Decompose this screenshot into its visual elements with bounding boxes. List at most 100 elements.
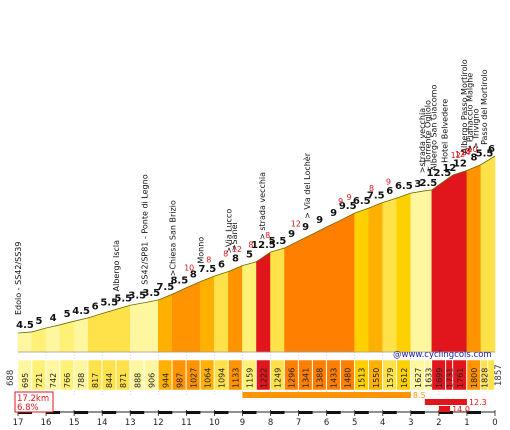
place-label: >Via Lucco: [224, 209, 233, 254]
gradient-label: 5.5: [476, 148, 494, 159]
profile-segment-29: [424, 189, 433, 353]
profile-segment-13: [200, 275, 215, 353]
axis-segment: [186, 411, 201, 414]
elevation-box: [214, 359, 229, 391]
axis-segment: [102, 411, 117, 414]
elevation-box: [480, 359, 488, 391]
gradient-label: 6: [218, 260, 225, 271]
profile-segment-20: [298, 233, 313, 353]
gradient-label: 6: [386, 186, 393, 197]
km-tick-label: 6: [324, 418, 329, 428]
gradient-label: 8: [190, 270, 197, 281]
elevation-box-value: 944: [161, 373, 170, 388]
gradient-label: 12: [442, 163, 456, 174]
elevation-box: [270, 359, 285, 391]
place-label: Passo del Mortirolo: [480, 69, 489, 145]
elevation-box: [466, 359, 481, 391]
km-tick-label: 8: [268, 418, 273, 428]
elevation-box-value: 1159: [245, 368, 254, 388]
km-tick-label: 3: [408, 418, 413, 428]
elevation-box: [431, 359, 446, 391]
axis-segment: [438, 411, 453, 414]
elevation-box: [172, 359, 187, 391]
profile-segment-14: [214, 271, 229, 353]
km-tick-label: 17: [13, 418, 24, 428]
elevation-box-value: 1550: [372, 368, 381, 388]
elevation-box: [87, 359, 102, 391]
elevation-box: [31, 359, 46, 391]
profile-segment-18: [270, 247, 285, 353]
max-gradient-bar: [424, 399, 467, 405]
max-gradient-bar-label: 12.3: [469, 398, 487, 407]
place-label: Albergo Iscla: [112, 240, 121, 292]
profile-segment-15: [228, 265, 243, 353]
elevation-box-value: 1341: [302, 368, 311, 388]
elevation-box-value: 1027: [189, 368, 198, 388]
gradient-label: 9: [330, 208, 337, 219]
place-labels: Edolo - SS42/SS39 Albergo Iscla SS42/SP81 …: [14, 59, 489, 315]
elevation-box-value: 1433: [330, 368, 339, 388]
elevation-box-value: 1627: [414, 368, 423, 388]
gradient-label: 7.5: [367, 190, 385, 201]
gradient-label: 2.5: [420, 178, 438, 189]
elevation-box: [326, 359, 341, 391]
max-gradient-label: 8: [369, 184, 374, 193]
summary-panel: 17.2km 6.8%: [14, 391, 54, 413]
elevation-box: [487, 359, 495, 391]
gradient-label: 6: [488, 144, 495, 155]
max-gradient-label: 14: [460, 148, 470, 157]
gradient-label: 12: [453, 159, 467, 170]
place-label: >Chiesa San Brizio: [168, 200, 177, 276]
profile-segment-28: [410, 190, 426, 353]
distance-axis: 17 16 15 14 13 12 11 10 9 8 7 6 5 4 3 2 1 0: [13, 410, 498, 428]
elevation-box: [17, 359, 32, 391]
elevation-box-value: 817: [91, 373, 100, 388]
elevation-box: [382, 359, 397, 391]
profile-segment-10: [157, 293, 173, 353]
elevation-box: [144, 359, 159, 391]
gradient-label: 8: [232, 254, 239, 265]
profile-segment-8: [129, 302, 145, 353]
gradient-label: 7.5: [156, 282, 174, 293]
max-gradient-label: 8: [206, 255, 211, 264]
gradient-label: 5: [64, 309, 71, 320]
profile-segment-32: [452, 170, 468, 353]
elevation-box-value: 1133: [231, 368, 240, 388]
elevation-box: [312, 359, 327, 391]
km-tick-label: 5: [352, 418, 357, 428]
gradient-label: 8.5: [170, 276, 188, 287]
max-gradient-label: 9: [338, 197, 343, 206]
km-tick-label: 16: [41, 418, 52, 428]
axis-segment: [214, 411, 229, 414]
gradient-label: 6.5: [353, 196, 371, 207]
profile-area: [17, 155, 496, 353]
profile-segment-27: [396, 192, 412, 353]
elevation-box-value: 788: [77, 373, 86, 388]
elevation-box: [452, 359, 467, 391]
profile-segment-25: [368, 202, 384, 353]
gradient-label: 5.5: [269, 236, 287, 247]
gradient-label: 4.5: [72, 306, 90, 317]
elevation-box-value: 1699: [435, 368, 444, 388]
axis-segment: [130, 411, 145, 414]
km-tick-label: 11: [181, 418, 192, 428]
end-elevation: 1857: [494, 364, 504, 386]
km-tick-label: 9: [240, 418, 245, 428]
gradient-label: 6.5: [395, 181, 413, 192]
gradient-label: 9: [316, 215, 323, 226]
elevation-box-value: 721: [35, 373, 44, 388]
place-label: > Trivigno: [471, 108, 480, 149]
elevation-box: [298, 359, 313, 391]
km-tick-label: 15: [69, 418, 80, 428]
elevation-box-value: 1800: [470, 368, 479, 388]
elevation-box-value: 1222: [260, 368, 269, 388]
gradient-label: 12.5: [251, 240, 276, 251]
elevation-box-value: 844: [105, 373, 114, 388]
place-label: SS42/SP81 - Ponte di Legno: [140, 174, 149, 284]
place-label: Albergo San Giacomo: [429, 85, 438, 171]
axis-segment: [466, 411, 481, 414]
elevation-box-value: 1513: [358, 368, 367, 388]
elevation-box-value: 987: [175, 373, 184, 388]
elevation-box: [73, 359, 88, 391]
